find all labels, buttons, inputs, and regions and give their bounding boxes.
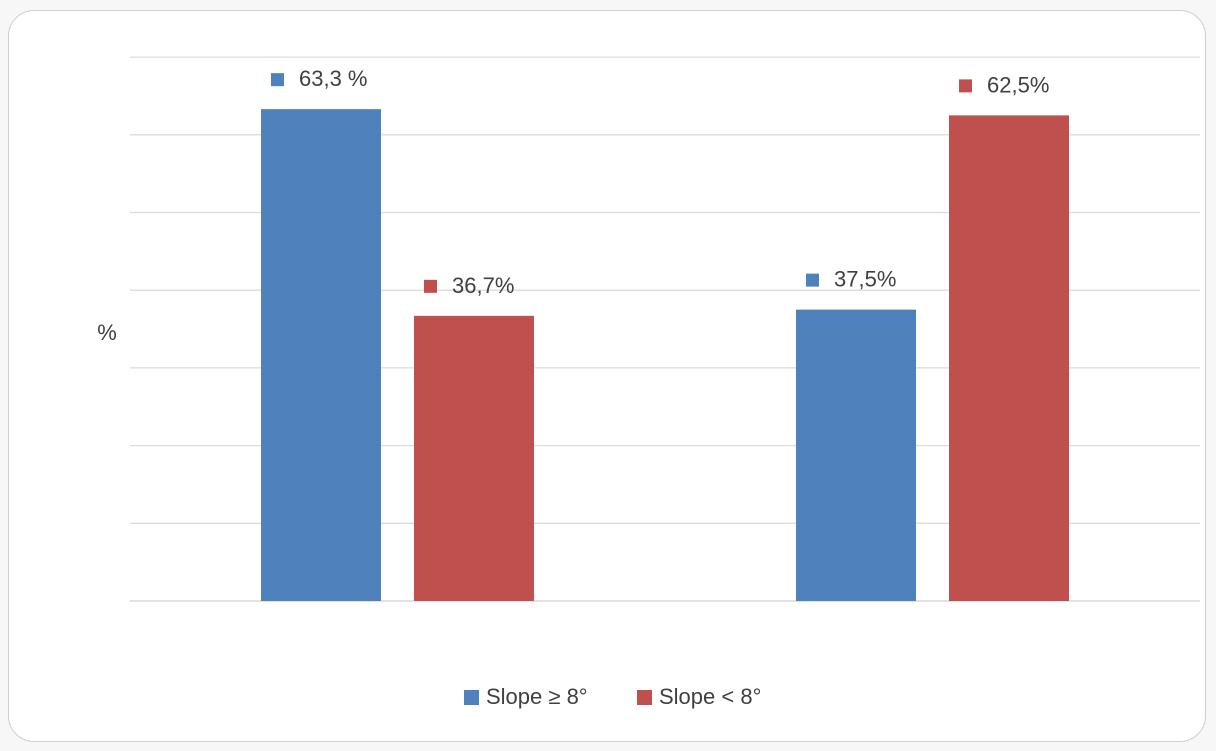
data-label: 63,3 % [299, 66, 368, 91]
data-label-marker [806, 273, 819, 287]
data-label: 62,5% [987, 72, 1049, 97]
legend-swatch [637, 690, 652, 705]
legend: Slope ≥ 8° Slope < 8° [464, 684, 761, 709]
legend-label: Slope < 8° [659, 684, 761, 709]
data-labels: 63,3 % 37,5% 36,7% 62,5% [271, 66, 1049, 298]
data-label: 37,5% [834, 267, 896, 292]
legend-label: Slope ≥ 8° [486, 684, 588, 709]
data-label-marker [424, 279, 437, 293]
bar-slope-ge-8-1 [261, 109, 381, 601]
bar-slope-lt-8-2 [949, 115, 1069, 601]
y-axis-label: % [97, 320, 117, 345]
bars [261, 109, 1069, 601]
data-label: 36,7% [452, 273, 514, 298]
bar-slope-ge-8-2 [796, 309, 916, 601]
data-label-marker [959, 79, 972, 93]
data-label-marker [271, 73, 284, 87]
bar-slope-lt-8-1 [414, 315, 534, 601]
legend-swatch [464, 690, 479, 705]
